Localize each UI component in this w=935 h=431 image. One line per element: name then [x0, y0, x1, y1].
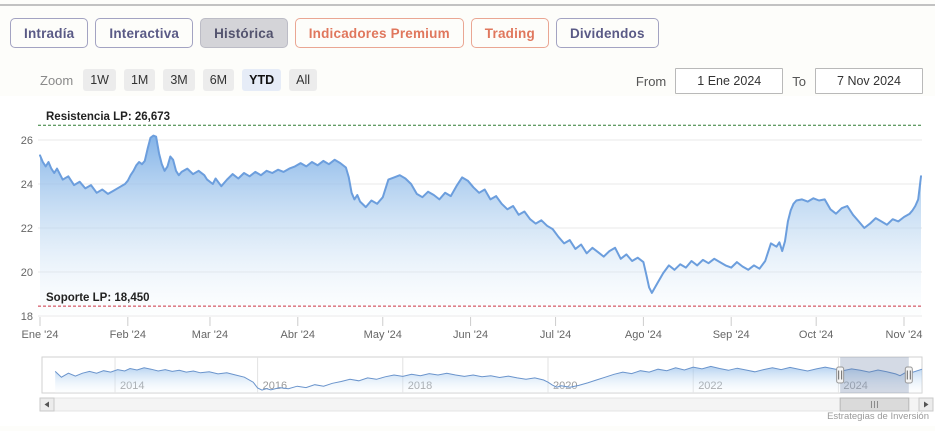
zoom-ytd-button[interactable]: YTD [242, 69, 282, 91]
from-label: From [635, 73, 667, 89]
credit-text: Estrategias de Inversión [827, 411, 929, 422]
from-date-input[interactable] [675, 68, 784, 94]
x-axis-label: Ene '24 [22, 329, 59, 341]
x-axis-label: May '24 [364, 329, 402, 341]
zoom-1m-button[interactable]: 1M [123, 69, 156, 91]
x-axis-label: Jun '24 [453, 329, 488, 341]
x-axis-label: Nov '24 [886, 329, 923, 341]
navigator-selected-range[interactable] [840, 357, 909, 393]
x-axis-label: Feb '24 [110, 329, 146, 341]
date-range-controls: From To [636, 68, 923, 94]
scrollbar-track[interactable] [39, 397, 934, 412]
zoom-controls: Zoom 1W 1M 3M 6M YTD All [40, 69, 318, 91]
navigator-line [54, 365, 923, 391]
tab-trading[interactable]: Trading [470, 18, 549, 48]
zoom-label: Zoom [40, 72, 74, 88]
zoom-all-button[interactable]: All [289, 69, 318, 91]
to-label: To [792, 73, 806, 89]
y-axis-label: 24 [21, 179, 33, 191]
tab-indicadores-premium[interactable]: Indicadores Premium [294, 18, 464, 48]
main-plot-area[interactable] [38, 108, 922, 316]
chart-mode-tabs: Intradía Interactiva Histórica Indicador… [10, 18, 659, 48]
navigator-area-fill [55, 366, 922, 393]
navigator-handle-right[interactable] [904, 366, 913, 384]
tab-dividendos[interactable]: Dividendos [555, 18, 659, 48]
y-axis-label: 22 [21, 223, 33, 235]
resistance-label: Resistencia LP: 26,673 [46, 111, 170, 123]
x-axis-label: Sep '24 [713, 329, 750, 341]
to-date-input[interactable] [815, 68, 923, 94]
top-divider [0, 4, 935, 6]
y-axis-label: 20 [21, 267, 33, 279]
x-axis-label: Abr '24 [281, 329, 316, 341]
tab-historica[interactable]: Histórica [200, 18, 288, 48]
zoom-3m-button[interactable]: 3M [163, 69, 195, 91]
y-axis-label: 18 [21, 311, 33, 323]
zoom-6m-button[interactable]: 6M [202, 69, 235, 91]
x-axis-label: Mar '24 [192, 329, 228, 341]
tab-intradia[interactable]: Intradía [10, 18, 89, 48]
tab-interactiva[interactable]: Interactiva [95, 18, 194, 48]
zoom-1w-button[interactable]: 1W [83, 69, 116, 91]
y-axis-label: 26 [21, 135, 33, 147]
x-axis-label: Oct '24 [799, 329, 834, 341]
support-label: Soporte LP: 18,450 [46, 292, 150, 304]
scrollbar-right-arrow-icon [924, 401, 929, 408]
price-line [39, 134, 922, 294]
scrollbar-left-arrow-icon [44, 401, 49, 408]
x-axis-label: Ago '24 [625, 329, 662, 341]
navigator-handle-left[interactable] [836, 366, 845, 384]
x-axis-label: Jul '24 [540, 329, 571, 341]
price-area-fill [40, 135, 921, 316]
